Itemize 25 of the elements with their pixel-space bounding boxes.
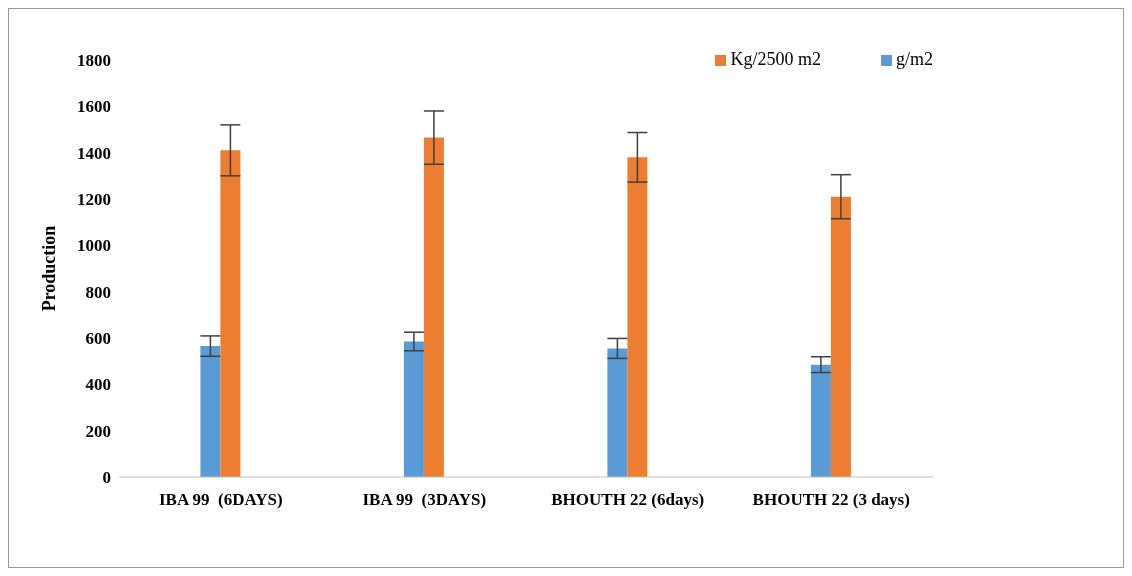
bar bbox=[423, 137, 444, 477]
y-tick-label: 800 bbox=[85, 282, 111, 302]
x-tick-label: BHOUTH 22 (6days) bbox=[551, 490, 705, 509]
y-tick-label: 1400 bbox=[77, 143, 111, 163]
y-tick-label: 0 bbox=[102, 468, 111, 488]
bar bbox=[627, 157, 648, 477]
y-tick-label: 1600 bbox=[77, 97, 111, 117]
bar bbox=[220, 150, 241, 477]
y-tick-label: 1200 bbox=[77, 190, 111, 210]
bar bbox=[830, 196, 851, 477]
legend-label: g/m2 bbox=[895, 49, 933, 69]
x-tick-label: IBA 99 (3DAYS) bbox=[362, 490, 487, 509]
bar bbox=[403, 341, 424, 477]
y-tick-label: 600 bbox=[85, 329, 111, 349]
y-tick-label: 400 bbox=[85, 375, 111, 395]
bar bbox=[607, 348, 628, 477]
y-tick-label: 1000 bbox=[77, 236, 111, 256]
bar bbox=[200, 346, 221, 477]
x-tick-label: BHOUTH 22 (3 days) bbox=[752, 490, 910, 509]
x-tick-label: IBA 99 (6DAYS) bbox=[158, 490, 283, 509]
y-tick-label: 1800 bbox=[77, 51, 111, 71]
y-tick-label: 200 bbox=[85, 421, 111, 441]
bar bbox=[810, 364, 831, 477]
legend-label: Kg/2500 m2 bbox=[730, 49, 821, 69]
y-axis-title: Production bbox=[39, 225, 60, 312]
